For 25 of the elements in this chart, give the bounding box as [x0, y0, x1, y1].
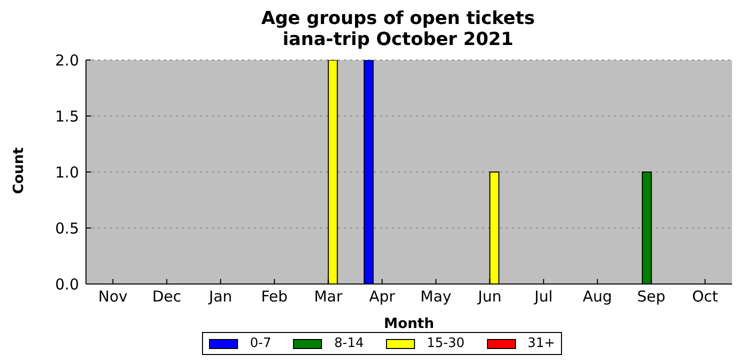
y-axis-title: Count — [10, 147, 27, 194]
legend-label: 15-30 — [426, 336, 465, 351]
x-tick-label: Jul — [534, 288, 553, 306]
x-tick-label: Feb — [261, 288, 288, 306]
legend-label: 0-7 — [250, 336, 272, 351]
x-tick-label: May — [420, 288, 452, 306]
x-tick-label: Oct — [692, 288, 718, 306]
y-tick-label: 1.5 — [55, 107, 79, 126]
legend-label: 8-14 — [334, 336, 364, 351]
x-tick-label: Apr — [369, 288, 396, 306]
chart-title: Age groups of open tickets — [260, 8, 536, 29]
y-tick-label: 0.5 — [55, 219, 79, 238]
x-tick-label: Dec — [152, 288, 182, 306]
y-tick-label: 0.0 — [55, 275, 79, 294]
x-axis-title: Month — [384, 316, 434, 332]
x-tick-label: Aug — [582, 288, 612, 306]
x-tick-label: Mar — [314, 288, 344, 306]
chart-subtitle: iana-trip October 2021 — [282, 29, 514, 50]
y-tick-label: 2.0 — [55, 51, 79, 70]
x-tick-label: Jan — [208, 288, 232, 306]
x-tick-label: Jun — [477, 288, 502, 306]
x-tick-label: Nov — [98, 288, 128, 306]
x-tick-label: Sep — [637, 288, 666, 306]
y-tick-label: 1.0 — [55, 163, 79, 182]
legend-label: 31+ — [528, 336, 555, 351]
